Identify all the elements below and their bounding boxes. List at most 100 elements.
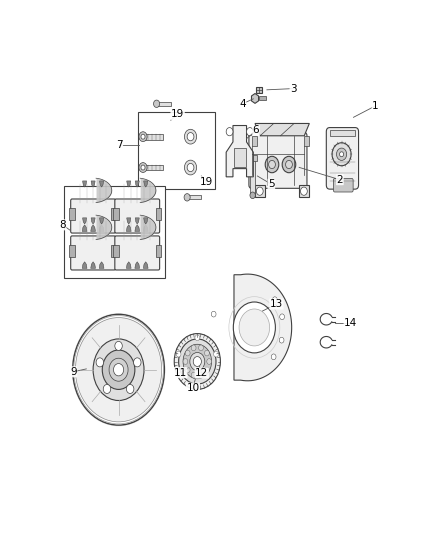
- Polygon shape: [91, 181, 95, 187]
- Polygon shape: [99, 181, 104, 187]
- Circle shape: [176, 351, 181, 357]
- FancyBboxPatch shape: [326, 127, 359, 189]
- FancyBboxPatch shape: [71, 199, 116, 233]
- Text: 8: 8: [59, 220, 66, 230]
- Bar: [255, 185, 265, 197]
- Polygon shape: [127, 262, 131, 268]
- Circle shape: [265, 156, 279, 173]
- Text: 2: 2: [336, 175, 343, 185]
- Polygon shape: [226, 126, 253, 177]
- Bar: [250, 158, 255, 195]
- Circle shape: [184, 160, 197, 175]
- FancyBboxPatch shape: [333, 179, 353, 192]
- Circle shape: [198, 345, 203, 351]
- Polygon shape: [144, 218, 148, 224]
- Bar: [187, 195, 201, 199]
- Circle shape: [184, 193, 190, 201]
- Circle shape: [226, 127, 233, 136]
- Circle shape: [271, 354, 276, 360]
- Circle shape: [183, 344, 212, 379]
- Text: 14: 14: [344, 318, 357, 328]
- Text: 9: 9: [70, 367, 77, 377]
- Circle shape: [75, 318, 162, 422]
- Polygon shape: [91, 225, 95, 231]
- Bar: [111, 245, 117, 257]
- Polygon shape: [251, 93, 258, 103]
- Text: 5: 5: [268, 179, 275, 189]
- Circle shape: [185, 367, 190, 373]
- Circle shape: [279, 337, 284, 343]
- FancyBboxPatch shape: [249, 133, 307, 188]
- Bar: [138, 112, 215, 189]
- Circle shape: [332, 143, 351, 166]
- Circle shape: [139, 163, 147, 173]
- Circle shape: [141, 134, 145, 139]
- Text: 6: 6: [253, 125, 259, 135]
- Circle shape: [102, 350, 135, 390]
- Text: 19: 19: [171, 109, 184, 119]
- Polygon shape: [143, 262, 148, 268]
- Circle shape: [96, 358, 103, 367]
- Bar: [155, 245, 161, 257]
- Polygon shape: [82, 225, 87, 231]
- Polygon shape: [82, 262, 87, 268]
- Circle shape: [233, 302, 276, 353]
- Circle shape: [336, 148, 346, 160]
- Polygon shape: [91, 218, 95, 224]
- Circle shape: [113, 364, 124, 376]
- FancyBboxPatch shape: [115, 236, 159, 270]
- Circle shape: [247, 127, 253, 136]
- Bar: [299, 185, 309, 197]
- Bar: [111, 208, 117, 220]
- Polygon shape: [83, 218, 87, 224]
- Text: 12: 12: [195, 368, 208, 378]
- Bar: [143, 134, 163, 140]
- Polygon shape: [99, 225, 104, 231]
- Circle shape: [239, 309, 270, 346]
- Circle shape: [187, 133, 194, 141]
- Text: 7: 7: [116, 140, 123, 150]
- Circle shape: [280, 314, 284, 320]
- Bar: [256, 86, 262, 93]
- Polygon shape: [255, 124, 309, 136]
- Circle shape: [134, 358, 141, 367]
- Bar: [156, 102, 171, 106]
- Circle shape: [282, 156, 296, 173]
- Circle shape: [193, 357, 201, 366]
- Circle shape: [93, 339, 144, 400]
- Circle shape: [154, 100, 159, 108]
- Circle shape: [103, 384, 111, 393]
- Polygon shape: [83, 181, 87, 187]
- Circle shape: [109, 358, 128, 381]
- Circle shape: [207, 359, 212, 365]
- Circle shape: [73, 314, 164, 425]
- Circle shape: [272, 297, 277, 303]
- Text: 13: 13: [270, 299, 283, 309]
- Bar: [259, 96, 266, 101]
- Bar: [113, 245, 119, 257]
- Polygon shape: [143, 225, 148, 231]
- Polygon shape: [135, 218, 139, 224]
- Bar: [69, 245, 75, 257]
- Circle shape: [198, 372, 203, 378]
- Polygon shape: [234, 274, 292, 381]
- Circle shape: [139, 132, 147, 142]
- Circle shape: [191, 345, 196, 351]
- Circle shape: [211, 311, 216, 317]
- Circle shape: [268, 160, 276, 168]
- Circle shape: [256, 187, 263, 195]
- Circle shape: [187, 164, 194, 172]
- Circle shape: [127, 384, 134, 393]
- Circle shape: [115, 342, 122, 350]
- Bar: [64, 186, 166, 278]
- Polygon shape: [127, 218, 131, 224]
- Bar: [304, 136, 309, 146]
- FancyBboxPatch shape: [71, 236, 116, 270]
- Polygon shape: [91, 262, 95, 268]
- Circle shape: [174, 334, 220, 390]
- Bar: [330, 130, 355, 136]
- Circle shape: [184, 130, 197, 144]
- Circle shape: [190, 352, 205, 370]
- Polygon shape: [127, 225, 131, 231]
- Circle shape: [185, 350, 190, 356]
